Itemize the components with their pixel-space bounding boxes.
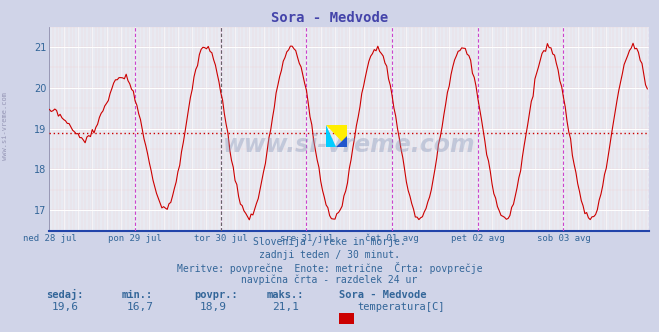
Text: 19,6: 19,6 bbox=[51, 302, 78, 312]
Text: www.si-vreme.com: www.si-vreme.com bbox=[2, 92, 9, 160]
Text: maks.:: maks.: bbox=[267, 290, 304, 300]
Text: navpična črta - razdelek 24 ur: navpična črta - razdelek 24 ur bbox=[241, 275, 418, 286]
Text: Sora - Medvode: Sora - Medvode bbox=[339, 290, 427, 300]
Text: povpr.:: povpr.: bbox=[194, 290, 238, 300]
Text: 18,9: 18,9 bbox=[200, 302, 227, 312]
Text: sedaj:: sedaj: bbox=[46, 290, 84, 300]
Text: temperatura[C]: temperatura[C] bbox=[357, 302, 445, 312]
Polygon shape bbox=[326, 124, 335, 147]
Text: 21,1: 21,1 bbox=[272, 302, 299, 312]
Text: Sora - Medvode: Sora - Medvode bbox=[271, 11, 388, 25]
Polygon shape bbox=[326, 124, 347, 147]
Text: min.:: min.: bbox=[122, 290, 153, 300]
Text: www.si-vreme.com: www.si-vreme.com bbox=[223, 133, 476, 157]
Text: Slovenija / reke in morje.: Slovenija / reke in morje. bbox=[253, 237, 406, 247]
Polygon shape bbox=[335, 136, 347, 147]
Text: 16,7: 16,7 bbox=[127, 302, 154, 312]
Text: zadnji teden / 30 minut.: zadnji teden / 30 minut. bbox=[259, 250, 400, 260]
Text: Meritve: povprečne  Enote: metrične  Črta: povprečje: Meritve: povprečne Enote: metrične Črta:… bbox=[177, 262, 482, 274]
